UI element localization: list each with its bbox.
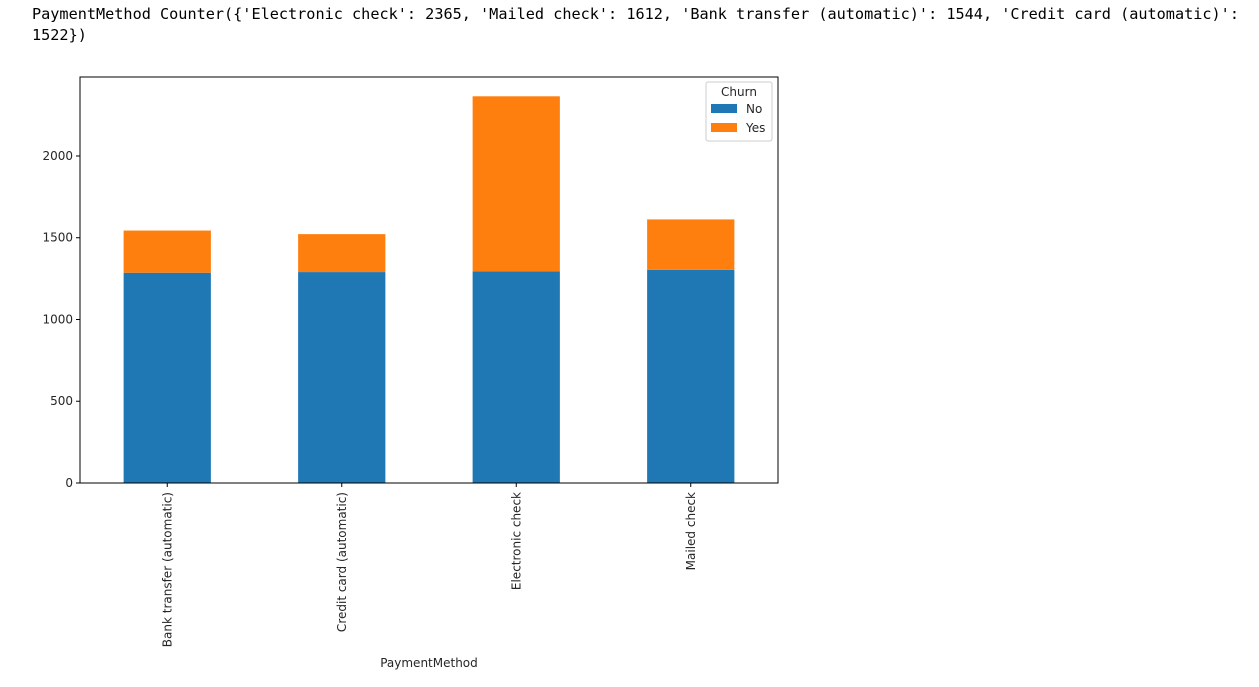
x-tick-label: Bank transfer (automatic) — [160, 492, 174, 647]
x-tick-label: Electronic check — [509, 492, 523, 590]
bars-layer — [123, 96, 735, 483]
y-tick-label: 500 — [50, 394, 73, 408]
bar-yes-2 — [472, 96, 560, 272]
bar-yes-3 — [647, 219, 735, 270]
legend-title: Churn — [721, 85, 757, 99]
x-tick-label: Mailed check — [684, 492, 698, 570]
bar-no-3 — [647, 269, 735, 483]
bar-yes-0 — [123, 230, 211, 273]
y-tick-label: 2000 — [42, 149, 73, 163]
x-axis-label: PaymentMethod — [380, 656, 478, 670]
cell-output-text: PaymentMethod Counter({'Electronic check… — [32, 5, 1249, 44]
bar-no-1 — [298, 272, 386, 483]
y-tick-label: 1000 — [42, 312, 73, 326]
legend-swatch-yes — [711, 123, 737, 132]
bar-yes-1 — [298, 234, 386, 273]
y-axis: 0 500 1000 1500 2000 — [42, 149, 80, 490]
bar-no-2 — [472, 271, 560, 483]
legend-swatch-no — [711, 104, 737, 113]
legend-label-no: No — [746, 102, 762, 116]
x-tick-label: Credit card (automatic) — [335, 492, 349, 632]
legend-label-yes: Yes — [745, 121, 765, 135]
bar-no-0 — [123, 272, 211, 483]
x-axis: Bank transfer (automatic) Credit card (au… — [160, 483, 698, 647]
y-tick-label: 0 — [65, 476, 73, 490]
legend: Churn No Yes — [705, 81, 773, 142]
y-tick-label: 1500 — [42, 231, 73, 245]
plot-frame — [79, 76, 779, 484]
